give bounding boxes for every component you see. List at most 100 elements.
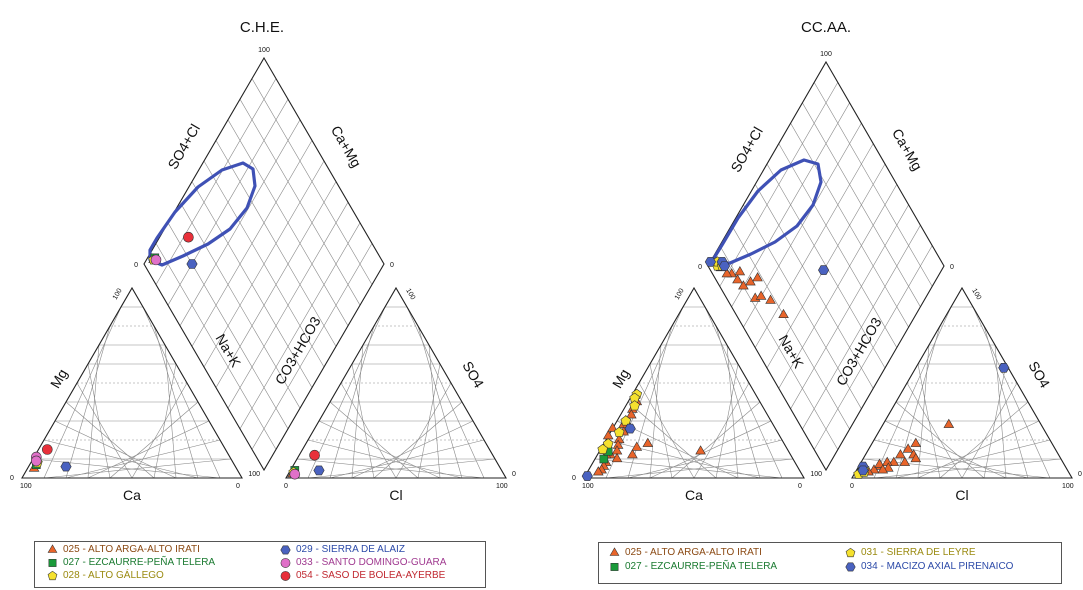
tick-label: 0: [284, 483, 288, 490]
diamond-point: [818, 265, 830, 275]
anion-point: [910, 452, 922, 463]
square-marker-icon: [48, 559, 57, 567]
legend-marker: [48, 559, 57, 567]
cation-gridline: [616, 420, 739, 479]
legend-label: 027 - EZCAURRE-PEÑA TELERA: [625, 561, 778, 572]
legend-marker: [280, 571, 291, 581]
legend-item: 027 - EZCAURRE-PEÑA TELERA: [609, 561, 777, 572]
diamond-point: [755, 290, 767, 300]
cation-point: [625, 409, 637, 419]
anion-gridline: [340, 382, 397, 479]
cation-gridline: [76, 382, 133, 479]
axis-label-ca-mg: Ca+Mg: [328, 123, 365, 170]
cation-point: [642, 437, 654, 447]
legend-label: 034 - MACIZO AXIAL PIRENAICO: [861, 561, 1014, 572]
cation-gridline: [715, 363, 739, 479]
cation-gridline: [726, 344, 739, 479]
anion-gridline: [972, 306, 1051, 479]
tick-label: 0: [798, 483, 802, 490]
cation-gridline: [164, 344, 177, 479]
series-0: [28, 253, 298, 478]
cation-point: [41, 444, 53, 455]
cation-point: [620, 415, 632, 426]
cation-gridline: [131, 382, 188, 479]
cation-triangle-outline: [21, 286, 243, 479]
series-1: [599, 257, 867, 477]
anion-gridline: [428, 344, 441, 479]
diamond-point: [721, 268, 733, 278]
tick-label: 100: [112, 287, 124, 301]
cation-point: [627, 449, 638, 459]
anion-point: [943, 418, 955, 428]
anion-point: [877, 464, 889, 474]
diamond-gridline: [802, 102, 921, 307]
cation-point: [631, 441, 643, 451]
legend-ccaa: 025 - ALTO ARGA-ALTO IRATI 027 - EZCAURRE…: [598, 542, 1062, 584]
series-3: [60, 259, 325, 476]
square-marker-icon: [610, 563, 619, 571]
hexagon-marker-icon: [280, 545, 291, 555]
legend-marker: [47, 544, 58, 553]
legend-item: 034 - MACIZO AXIAL PIRENAICO: [845, 561, 1013, 572]
legend-item: 031 - SIERRA DE LEYRE: [845, 547, 976, 558]
anion-gridline: [873, 439, 1029, 479]
anion-triangle-outline: [285, 286, 507, 479]
diamond-gridline: [203, 160, 325, 368]
cation-point: [613, 426, 625, 437]
tick-label: 100: [674, 287, 686, 301]
anion-gridline: [983, 363, 1007, 479]
anion-gridline: [329, 401, 419, 479]
anion-point: [899, 456, 911, 466]
piper-diagram-che: C.H.E. SO4+Cl Ca+Mg Na+K CO3+HCO3 100 0 0 100 Mg C…: [10, 19, 516, 503]
diamond-gridline: [227, 202, 349, 409]
axis-label-ca-mg: Ca+Mg: [889, 126, 926, 173]
legend-label: 028 - ALTO GÁLLEGO: [63, 570, 164, 581]
cation-point: [695, 445, 706, 455]
diamond-gridline: [239, 222, 361, 429]
legend-marker: [280, 558, 291, 568]
legend-label: 033 - SANTO DOMINGO-GUARA: [296, 557, 447, 568]
diamond-gridline: [251, 243, 373, 450]
cation-gridline: [704, 306, 783, 479]
anion-point: [868, 464, 880, 474]
cation-point: [602, 430, 614, 440]
legend-marker: [280, 545, 291, 555]
tick-label: 0: [950, 264, 954, 271]
chart-title: C.H.E.: [240, 19, 284, 36]
series-4: [30, 254, 301, 480]
anion-triangle-outline: [851, 286, 1073, 479]
tick-label: 100: [1062, 483, 1074, 490]
axis-label-na-k: Na+K: [776, 332, 808, 371]
envelope-loop: [148, 161, 257, 267]
diamond-gridline: [790, 123, 909, 328]
diamond-outline: [707, 60, 945, 472]
series-3: [581, 257, 1010, 481]
tick-label: 100: [810, 471, 822, 478]
axis-label-ca: Ca: [123, 487, 141, 503]
anion-gridline: [318, 420, 441, 479]
cation-gridline: [715, 325, 761, 479]
anion-gridline: [406, 306, 485, 479]
pentagon-marker-icon: [845, 547, 856, 558]
tick-label: 100: [582, 483, 594, 490]
axis-label-mg: Mg: [47, 366, 71, 391]
axis-label-mg: Mg: [609, 366, 633, 391]
axis-label-so4: SO4: [459, 358, 487, 390]
anion-point: [309, 449, 320, 461]
legend-che: 025 - ALTO ARGA-ALTO IRATI 027 - EZCAURRE…: [34, 541, 486, 588]
cation-point: [30, 455, 42, 467]
diamond-outline: [143, 56, 385, 472]
legend-item: 027 - EZCAURRE-PEÑA TELERA: [47, 557, 215, 568]
diamond-point: [734, 265, 746, 276]
anion-point: [910, 437, 922, 447]
circle-marker-icon: [280, 558, 291, 568]
legend-marker: [47, 570, 58, 581]
diamond-gridline: [251, 78, 373, 285]
cation-gridline: [54, 420, 177, 479]
cation-point: [629, 400, 640, 411]
diamond-gridline: [215, 181, 337, 388]
triangle-marker-icon: [609, 547, 620, 556]
anion-point: [882, 462, 894, 472]
legend-label: 029 - SIERRA DE ALAIZ: [296, 544, 405, 555]
